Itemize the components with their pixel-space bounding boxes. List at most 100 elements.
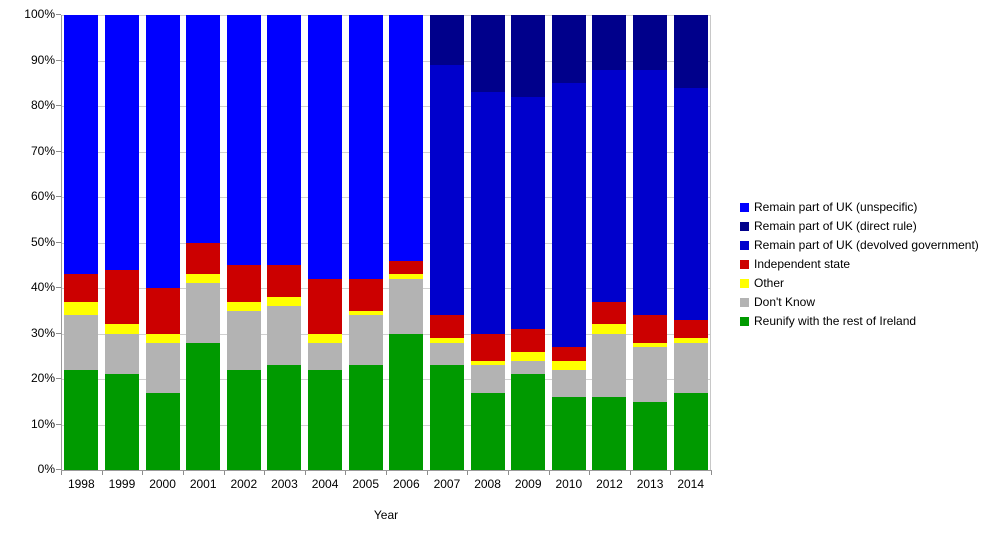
legend-swatch bbox=[740, 279, 749, 288]
x-tick-label-1999: 1999 bbox=[108, 477, 136, 491]
bar-segment bbox=[429, 338, 464, 343]
legend-label: Other bbox=[754, 276, 785, 290]
bar-segment bbox=[186, 283, 221, 343]
x-tick-label-2006: 2006 bbox=[392, 477, 420, 491]
y-tick-label-70: 70% bbox=[30, 143, 55, 158]
bar-2007 bbox=[429, 15, 464, 470]
bar-segment bbox=[389, 274, 424, 279]
x-tick-8 bbox=[386, 471, 387, 475]
bar-segment bbox=[267, 297, 302, 307]
bar-2012 bbox=[592, 15, 627, 470]
y-tick-label-20: 20% bbox=[30, 371, 55, 385]
bar-segment bbox=[104, 324, 139, 334]
bar-segment bbox=[633, 401, 668, 470]
bar-segment bbox=[267, 15, 302, 266]
x-tick-label-2003: 2003 bbox=[271, 477, 298, 491]
x-tick-16 bbox=[711, 471, 712, 475]
x-tick-label-2002: 2002 bbox=[230, 477, 258, 491]
y-tick-label-10: 10% bbox=[30, 416, 55, 431]
bar-2009 bbox=[511, 15, 546, 470]
bar-segment bbox=[592, 397, 627, 470]
bar-segment bbox=[308, 15, 343, 279]
bar-segment bbox=[511, 15, 546, 97]
bar-segment bbox=[592, 324, 627, 334]
x-tick-4 bbox=[223, 471, 225, 475]
x-tick-10 bbox=[467, 471, 469, 475]
y-tick-90 bbox=[56, 59, 61, 61]
x-tick-1 bbox=[101, 471, 103, 475]
bar-2013 bbox=[633, 15, 668, 470]
legend-item: Remain part of UK (unspecific) bbox=[740, 198, 979, 217]
bar-segment bbox=[64, 369, 99, 470]
x-tick-label-2009: 2009 bbox=[514, 477, 542, 491]
bar-segment bbox=[470, 92, 505, 334]
bar-segment bbox=[470, 15, 505, 93]
bar-2005 bbox=[348, 15, 383, 470]
legend-item: Reunify with the rest of Ireland bbox=[740, 312, 979, 331]
x-tick-label-1998: 1998 bbox=[67, 477, 95, 491]
x-tick-15 bbox=[670, 471, 672, 475]
bar-segment bbox=[104, 15, 139, 270]
bar-segment bbox=[389, 15, 424, 261]
bar-segment bbox=[673, 338, 708, 343]
bar-segment bbox=[145, 15, 180, 289]
gridline-100 bbox=[61, 15, 711, 16]
x-tick-label-2008: 2008 bbox=[474, 477, 501, 491]
y-tick-label-40: 40% bbox=[30, 280, 55, 294]
bar-2010 bbox=[551, 15, 586, 470]
bar-segment bbox=[511, 351, 546, 361]
bar-segment bbox=[64, 15, 99, 275]
bar-segment bbox=[145, 342, 180, 393]
bar-2008 bbox=[470, 15, 505, 470]
bar-segment bbox=[267, 365, 302, 470]
x-tick-label-2012: 2012 bbox=[596, 477, 623, 491]
bar-segment bbox=[226, 15, 261, 266]
bar-segment bbox=[267, 306, 302, 366]
y-tick-30 bbox=[56, 332, 61, 334]
bar-segment bbox=[389, 333, 424, 470]
y-tick-50 bbox=[56, 241, 61, 243]
legend-swatch bbox=[740, 298, 749, 307]
x-tick-label-2001: 2001 bbox=[189, 477, 217, 491]
legend-swatch bbox=[740, 241, 749, 250]
legend-item: Remain part of UK (direct rule) bbox=[740, 217, 979, 236]
bar-2004 bbox=[308, 15, 343, 470]
bar-2014 bbox=[673, 15, 708, 470]
y-tick-10 bbox=[56, 423, 61, 425]
bar-segment bbox=[511, 328, 546, 352]
bar-2006 bbox=[389, 15, 424, 470]
legend: Remain part of UK (unspecific) Remain par… bbox=[740, 198, 979, 331]
x-axis-line bbox=[61, 470, 712, 471]
bar-segment bbox=[511, 360, 546, 375]
legend-swatch bbox=[740, 260, 749, 269]
bar-segment bbox=[470, 392, 505, 470]
bar-segment bbox=[348, 310, 383, 316]
x-tick-label-2010: 2010 bbox=[555, 477, 583, 491]
bar-segment bbox=[511, 374, 546, 470]
plot-area bbox=[61, 15, 711, 470]
bar-segment bbox=[592, 333, 627, 398]
bar-segment bbox=[226, 369, 261, 470]
x-tick-5 bbox=[264, 471, 266, 475]
legend-label: Independent state bbox=[754, 257, 851, 271]
bar-segment bbox=[633, 69, 668, 316]
bar-segment bbox=[226, 301, 261, 311]
bar-segment bbox=[348, 315, 383, 366]
bar-2000 bbox=[145, 15, 180, 470]
bar-1998 bbox=[64, 15, 99, 470]
bar-segment bbox=[511, 96, 546, 329]
x-tick-14 bbox=[629, 471, 631, 475]
bar-segment bbox=[429, 65, 464, 316]
x-tick-11 bbox=[507, 471, 509, 475]
x-tick-0 bbox=[61, 471, 62, 475]
bar-segment bbox=[673, 87, 708, 320]
bar-segment bbox=[104, 333, 139, 375]
y-tick-40 bbox=[56, 287, 61, 288]
gridline-90 bbox=[61, 60, 711, 62]
legend-label: Remain part of UK (devolved government) bbox=[754, 238, 979, 252]
x-axis-title: Year bbox=[373, 508, 399, 522]
legend-label: Remain part of UK (unspecific) bbox=[754, 200, 918, 214]
x-tick-3 bbox=[182, 471, 184, 475]
bar-segment bbox=[633, 315, 668, 343]
x-tick-12 bbox=[548, 471, 550, 475]
